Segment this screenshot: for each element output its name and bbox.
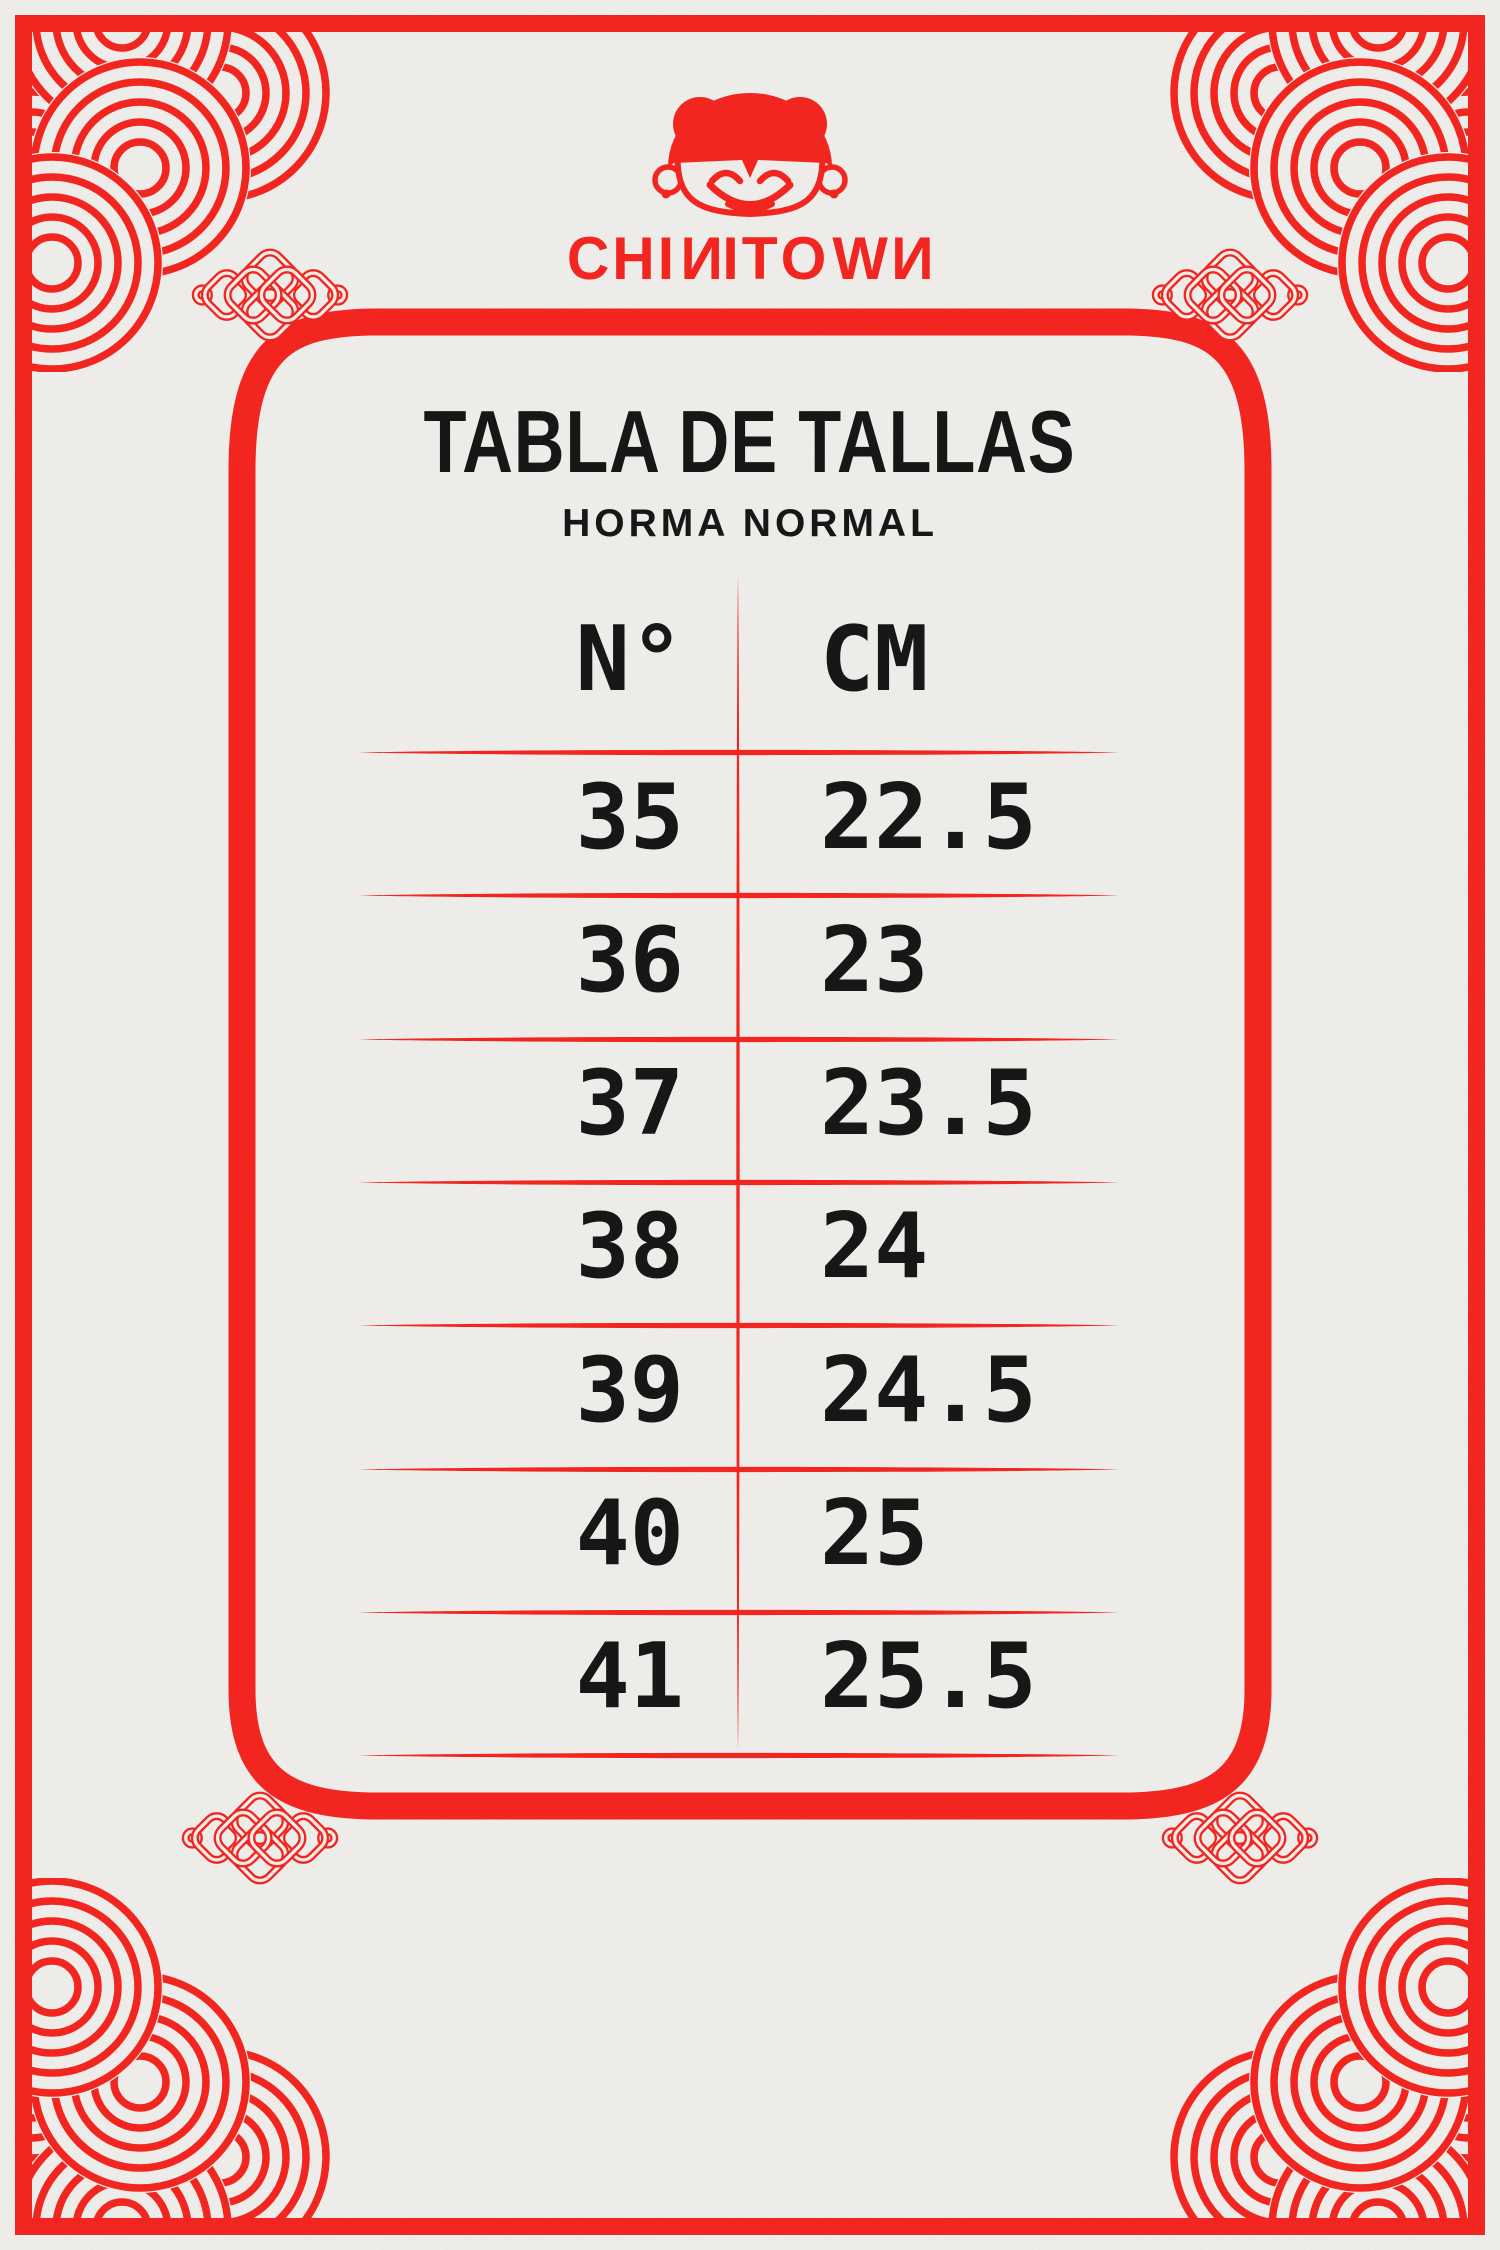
cm-value-cell: 25.5 xyxy=(820,1624,1037,1730)
table-row: 40 25 xyxy=(358,1463,1119,1606)
table-separator-line xyxy=(358,742,1119,756)
size-column-header: N° xyxy=(575,606,684,712)
table-row: 36 23 xyxy=(358,889,1119,1032)
table-row: 35 22.5 xyxy=(358,746,1119,889)
table-separator-line xyxy=(358,1315,1119,1329)
table-separator-line xyxy=(358,885,1119,899)
size-value-cell: 37 xyxy=(575,1051,684,1157)
cm-value-cell: 24.5 xyxy=(820,1337,1037,1443)
girl-face-logo-icon xyxy=(652,93,848,217)
table-header-row: N° CM xyxy=(358,577,1119,742)
cm-value-cell: 25 xyxy=(820,1481,929,1586)
brand-wordmark: CHINITOWN xyxy=(566,225,934,292)
size-value-cell: 36 xyxy=(575,907,684,1013)
size-value-cell: 41 xyxy=(575,1624,684,1730)
size-value-cell: 39 xyxy=(575,1337,684,1443)
table-separator-line xyxy=(358,1172,1119,1186)
table-separator-line xyxy=(358,1459,1119,1472)
cm-column-header: CM xyxy=(820,606,929,712)
cm-value-cell: 22.5 xyxy=(820,764,1037,870)
size-value-cell: 38 xyxy=(575,1194,684,1300)
table-separator-line xyxy=(358,1745,1119,1759)
page-title: TABLA DE TALLAS xyxy=(423,392,1077,491)
table-row: 41 25.5 xyxy=(358,1606,1119,1749)
table-row: 39 24.5 xyxy=(358,1319,1119,1462)
table-row: 38 24 xyxy=(358,1176,1119,1319)
page-subtitle: HORMA NORMAL xyxy=(562,502,938,545)
size-value-cell: 40 xyxy=(575,1481,684,1586)
size-table: N° CM 35 22.5 36 23 37 23.5 38 24 39 24.5 40 25 41 25… xyxy=(358,577,1119,1759)
table-separator-line xyxy=(358,1029,1119,1042)
table-separator-line xyxy=(358,1602,1119,1615)
table-row: 37 23.5 xyxy=(358,1033,1119,1176)
cm-value-cell: 24 xyxy=(820,1194,929,1300)
cm-value-cell: 23.5 xyxy=(820,1051,1037,1157)
cm-value-cell: 23 xyxy=(820,907,929,1013)
size-value-cell: 35 xyxy=(575,764,684,870)
